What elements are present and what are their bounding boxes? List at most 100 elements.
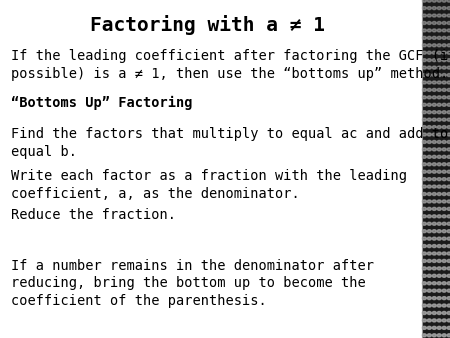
- Text: “Bottoms Up” Factoring: “Bottoms Up” Factoring: [11, 96, 193, 111]
- Circle shape: [422, 207, 426, 210]
- Circle shape: [422, 103, 426, 106]
- Circle shape: [422, 111, 426, 114]
- Circle shape: [427, 304, 431, 307]
- Circle shape: [437, 327, 441, 329]
- Circle shape: [422, 274, 426, 277]
- Circle shape: [427, 133, 431, 136]
- Circle shape: [442, 334, 446, 337]
- Circle shape: [447, 81, 450, 84]
- Circle shape: [437, 245, 441, 247]
- Circle shape: [432, 118, 436, 121]
- Circle shape: [427, 222, 431, 225]
- Circle shape: [432, 51, 436, 54]
- Circle shape: [442, 237, 446, 240]
- Circle shape: [427, 66, 431, 69]
- Circle shape: [447, 267, 450, 270]
- Circle shape: [437, 252, 441, 255]
- Circle shape: [427, 89, 431, 92]
- Circle shape: [447, 155, 450, 158]
- Circle shape: [437, 74, 441, 77]
- Circle shape: [432, 260, 436, 262]
- Circle shape: [437, 44, 441, 47]
- Circle shape: [447, 111, 450, 114]
- Circle shape: [442, 200, 446, 203]
- Circle shape: [442, 170, 446, 173]
- Circle shape: [422, 252, 426, 255]
- Circle shape: [432, 89, 436, 92]
- Circle shape: [422, 126, 426, 128]
- Circle shape: [422, 133, 426, 136]
- Circle shape: [422, 44, 426, 47]
- Circle shape: [432, 207, 436, 210]
- Bar: [422, 0, 450, 338]
- Circle shape: [432, 304, 436, 307]
- Circle shape: [442, 267, 446, 270]
- Circle shape: [447, 319, 450, 322]
- Circle shape: [447, 289, 450, 292]
- Circle shape: [442, 37, 446, 40]
- Circle shape: [442, 289, 446, 292]
- Circle shape: [422, 59, 426, 62]
- Circle shape: [447, 133, 450, 136]
- Circle shape: [427, 21, 431, 25]
- Circle shape: [437, 193, 441, 195]
- Circle shape: [447, 193, 450, 195]
- Circle shape: [432, 327, 436, 329]
- Text: Factoring with a ≠ 1: Factoring with a ≠ 1: [90, 15, 324, 35]
- Circle shape: [432, 37, 436, 40]
- Circle shape: [432, 74, 436, 77]
- Circle shape: [432, 141, 436, 143]
- Circle shape: [447, 215, 450, 218]
- Circle shape: [437, 163, 441, 166]
- Circle shape: [422, 282, 426, 285]
- Circle shape: [437, 267, 441, 270]
- Circle shape: [442, 89, 446, 92]
- Circle shape: [427, 51, 431, 54]
- Circle shape: [422, 155, 426, 158]
- Circle shape: [432, 21, 436, 25]
- Circle shape: [432, 200, 436, 203]
- Circle shape: [422, 200, 426, 203]
- Circle shape: [442, 118, 446, 121]
- Circle shape: [427, 289, 431, 292]
- Circle shape: [447, 178, 450, 180]
- Circle shape: [432, 267, 436, 270]
- Circle shape: [427, 170, 431, 173]
- Circle shape: [432, 289, 436, 292]
- Circle shape: [427, 230, 431, 233]
- Circle shape: [437, 133, 441, 136]
- Circle shape: [427, 103, 431, 106]
- Circle shape: [432, 185, 436, 188]
- Circle shape: [432, 103, 436, 106]
- Circle shape: [422, 230, 426, 233]
- Circle shape: [437, 118, 441, 121]
- Circle shape: [427, 29, 431, 32]
- Circle shape: [442, 51, 446, 54]
- Circle shape: [442, 193, 446, 195]
- Circle shape: [422, 319, 426, 322]
- Circle shape: [442, 304, 446, 307]
- Circle shape: [427, 7, 431, 10]
- Circle shape: [442, 252, 446, 255]
- Circle shape: [442, 74, 446, 77]
- Circle shape: [427, 274, 431, 277]
- Circle shape: [447, 89, 450, 92]
- Circle shape: [442, 155, 446, 158]
- Circle shape: [437, 14, 441, 17]
- Circle shape: [427, 327, 431, 329]
- Circle shape: [442, 312, 446, 314]
- Circle shape: [422, 74, 426, 77]
- Circle shape: [437, 21, 441, 25]
- Circle shape: [447, 170, 450, 173]
- Circle shape: [447, 59, 450, 62]
- Circle shape: [427, 126, 431, 128]
- Circle shape: [432, 163, 436, 166]
- Circle shape: [447, 260, 450, 262]
- Circle shape: [447, 245, 450, 247]
- Circle shape: [442, 178, 446, 180]
- Circle shape: [427, 81, 431, 84]
- Circle shape: [427, 74, 431, 77]
- Circle shape: [442, 133, 446, 136]
- Circle shape: [447, 312, 450, 314]
- Circle shape: [422, 0, 426, 2]
